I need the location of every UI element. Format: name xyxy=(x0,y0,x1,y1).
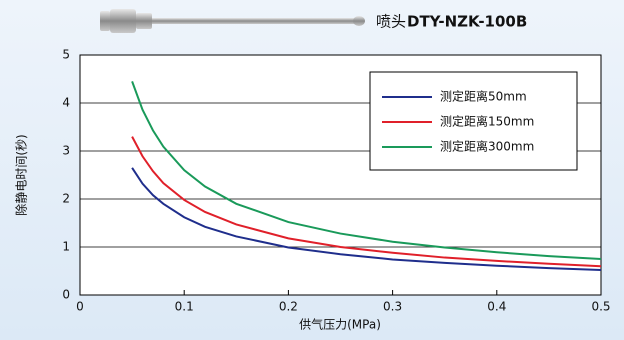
series-line xyxy=(131,167,602,272)
series-line xyxy=(131,81,602,260)
legend-label: 测定距离150mm xyxy=(440,114,534,129)
title-prefix: 喷头 xyxy=(376,13,406,31)
y-axis-label: 除静电时间(秒) xyxy=(14,134,29,215)
x-tick-label: 0.3 xyxy=(383,300,402,314)
y-tick-label: 5 xyxy=(62,48,70,62)
x-tick-label: 0.2 xyxy=(279,300,298,314)
y-tick-label: 0 xyxy=(62,288,70,302)
y-tick-label: 4 xyxy=(62,96,70,110)
x-tick-label: 0.1 xyxy=(175,300,194,314)
x-tick-label: 0.5 xyxy=(591,300,610,314)
series-line xyxy=(131,136,602,268)
legend-label: 测定距离300mm xyxy=(440,139,534,154)
y-tick-label: 2 xyxy=(62,192,70,206)
legend-label: 测定距离50mm xyxy=(440,89,527,104)
plot-frame xyxy=(79,54,602,296)
chart-title: DTY-NZK-100B xyxy=(407,13,527,31)
nozzle-image xyxy=(100,9,365,33)
x-axis-label: 供气压力(MPa) xyxy=(299,317,381,332)
x-tick-label: 0.4 xyxy=(487,300,506,314)
y-tick-label: 3 xyxy=(62,144,70,158)
y-tick-label: 1 xyxy=(62,240,70,254)
x-tick-label: 0 xyxy=(76,300,84,314)
